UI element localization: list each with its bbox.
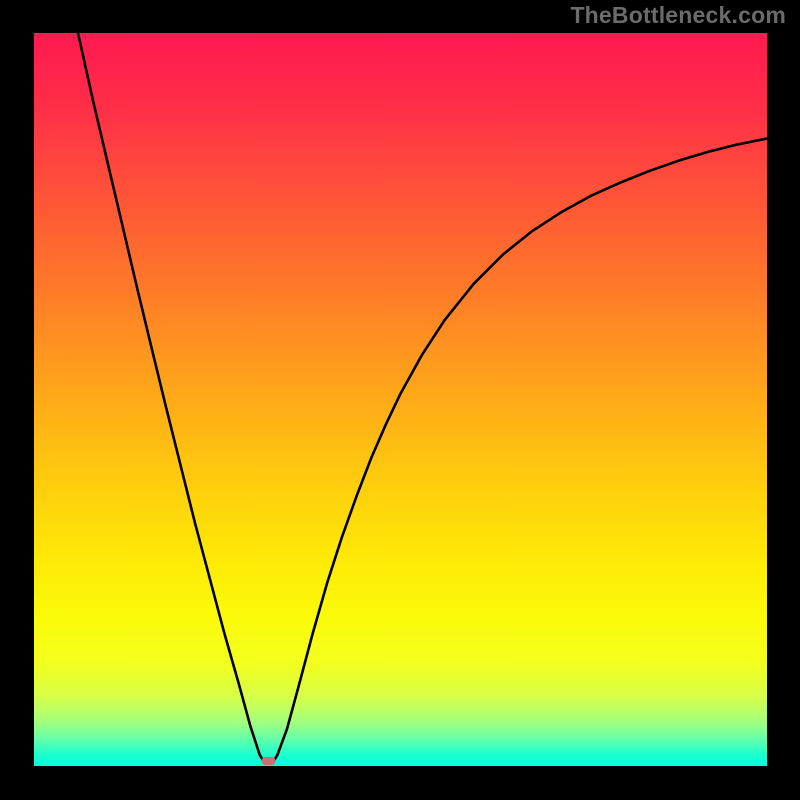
gradient-background (34, 33, 767, 766)
watermark-label: TheBottleneck.com (570, 2, 786, 29)
minimum-marker (262, 757, 275, 765)
bottleneck-chart (0, 0, 800, 800)
figure-root: TheBottleneck.com (0, 0, 800, 800)
